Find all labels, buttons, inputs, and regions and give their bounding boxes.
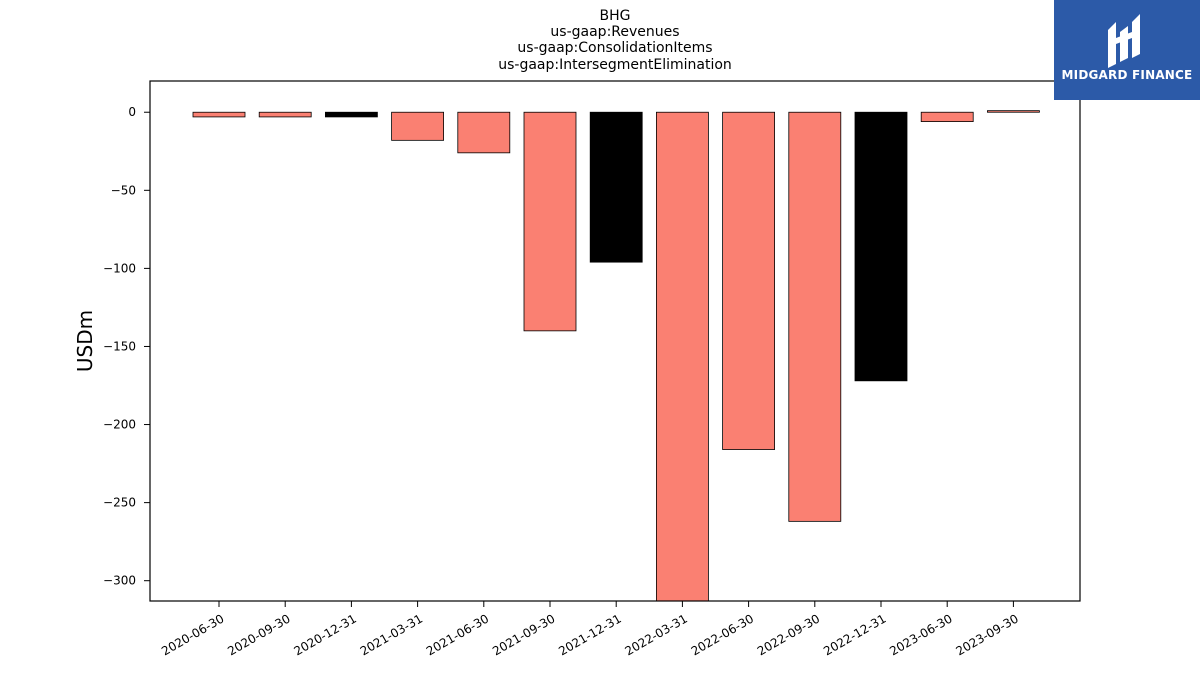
x-tick-label: 2020-06-30 bbox=[159, 611, 226, 658]
midgard-logo-icon bbox=[1108, 14, 1140, 68]
chart-title: BHG us-gaap:Revenues us-gaap:Consolidati… bbox=[498, 8, 732, 73]
bar-2023-09-30 bbox=[987, 110, 1040, 113]
y-axis-label: USDm bbox=[73, 310, 97, 372]
chart-title-line-4: us-gaap:IntersegmentElimination bbox=[498, 57, 732, 73]
x-tick-label: 2022-12-31 bbox=[821, 611, 888, 658]
x-tick-label: 2020-09-30 bbox=[225, 611, 292, 658]
bar-2020-12-31 bbox=[324, 111, 378, 118]
midgard-finance-logo: MIDGARD FINANCE bbox=[1054, 0, 1200, 100]
x-tick-label: 2023-06-30 bbox=[887, 611, 954, 658]
bar-2021-12-31 bbox=[589, 111, 643, 263]
bar-2022-09-30 bbox=[788, 111, 842, 522]
logo-text: MIDGARD FINANCE bbox=[1061, 68, 1193, 82]
x-axis: 2020-06-302020-09-302020-12-312021-03-31… bbox=[159, 601, 1021, 658]
bar-2020-09-30 bbox=[258, 111, 312, 118]
x-tick-label: 2020-12-31 bbox=[291, 611, 358, 658]
chart-title-line-2: us-gaap:Revenues bbox=[550, 24, 679, 40]
bar-2020-06-30 bbox=[192, 111, 246, 118]
bar-2021-09-30 bbox=[523, 111, 577, 332]
bar-2021-06-30 bbox=[457, 111, 511, 154]
bar-2021-03-31 bbox=[391, 111, 445, 141]
bar-2022-06-30 bbox=[722, 111, 775, 450]
x-tick-label: 2021-03-31 bbox=[358, 611, 425, 658]
x-tick-label: 2022-09-30 bbox=[755, 611, 822, 658]
y-tick-label: −200 bbox=[103, 418, 136, 432]
x-tick-label: 2021-06-30 bbox=[424, 611, 491, 658]
x-tick-label: 2021-09-30 bbox=[490, 611, 557, 658]
y-tick-label: −300 bbox=[103, 574, 136, 588]
y-tick-label: −100 bbox=[103, 261, 136, 275]
bars-group bbox=[192, 110, 1040, 602]
x-tick-label: 2023-09-30 bbox=[953, 611, 1020, 658]
bar-2022-03-31 bbox=[656, 111, 709, 602]
x-tick-label: 2022-06-30 bbox=[689, 611, 756, 658]
y-tick-label: 0 bbox=[128, 105, 136, 119]
bar-2022-12-31 bbox=[854, 111, 908, 382]
y-tick-label: −250 bbox=[103, 496, 136, 510]
chart-title-line-1: BHG bbox=[600, 8, 631, 24]
y-axis: 0 −50 −100 −150 −200 −250 −300 bbox=[103, 105, 150, 588]
bar-2023-06-30 bbox=[920, 111, 974, 123]
x-tick-label: 2022-03-31 bbox=[622, 611, 689, 658]
y-tick-label: −150 bbox=[103, 339, 136, 353]
x-tick-label: 2021-12-31 bbox=[556, 611, 623, 658]
plot-frame bbox=[149, 80, 1081, 602]
chart-title-line-3: us-gaap:ConsolidationItems bbox=[517, 40, 712, 56]
y-tick-label: −50 bbox=[111, 183, 136, 197]
